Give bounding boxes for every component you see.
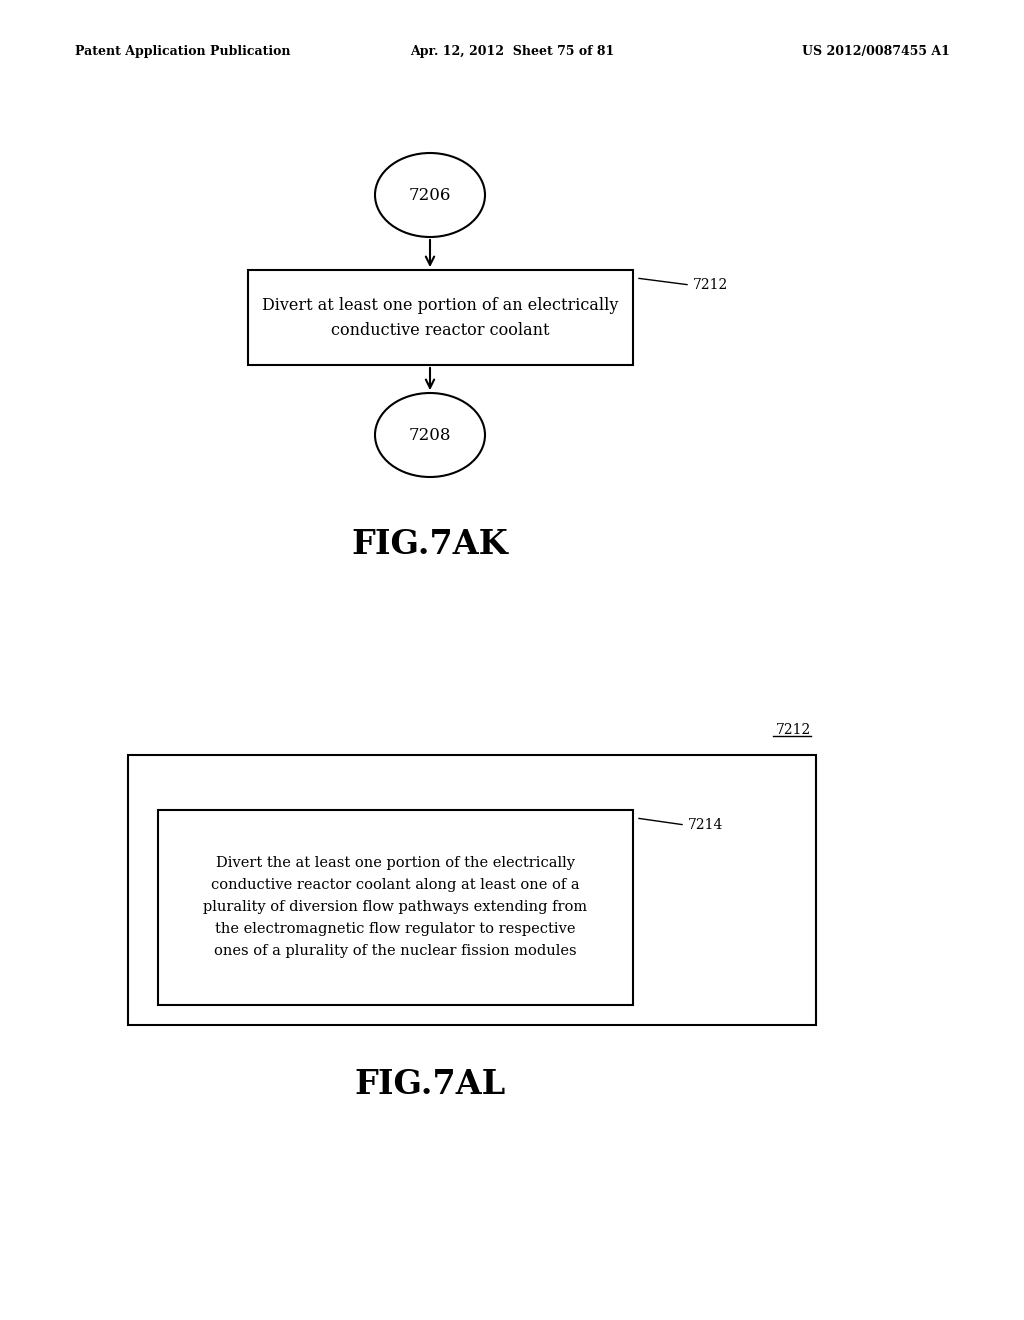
Text: Apr. 12, 2012  Sheet 75 of 81: Apr. 12, 2012 Sheet 75 of 81: [410, 45, 614, 58]
Text: the electromagnetic flow regulator to respective: the electromagnetic flow regulator to re…: [215, 923, 575, 936]
Bar: [128, 755, 816, 1026]
Text: 7206: 7206: [409, 186, 452, 203]
Text: 7212: 7212: [776, 723, 811, 737]
Text: Divert at least one portion of an electrically: Divert at least one portion of an electr…: [262, 297, 618, 314]
Text: ones of a plurality of the nuclear fission modules: ones of a plurality of the nuclear fissi…: [214, 945, 577, 958]
Text: 7214: 7214: [688, 818, 723, 832]
Text: conductive reactor coolant: conductive reactor coolant: [331, 322, 550, 339]
Text: Divert the at least one portion of the electrically: Divert the at least one portion of the e…: [216, 857, 575, 870]
Text: US 2012/0087455 A1: US 2012/0087455 A1: [802, 45, 950, 58]
Text: 7212: 7212: [693, 279, 728, 292]
Text: conductive reactor coolant along at least one of a: conductive reactor coolant along at leas…: [211, 879, 580, 892]
Bar: [158, 810, 633, 1005]
Bar: [248, 271, 633, 366]
Text: Patent Application Publication: Patent Application Publication: [75, 45, 291, 58]
Text: FIG.7AK: FIG.7AK: [351, 528, 508, 561]
Text: plurality of diversion flow pathways extending from: plurality of diversion flow pathways ext…: [204, 900, 588, 915]
Text: 7208: 7208: [409, 426, 452, 444]
Text: FIG.7AL: FIG.7AL: [354, 1068, 506, 1101]
